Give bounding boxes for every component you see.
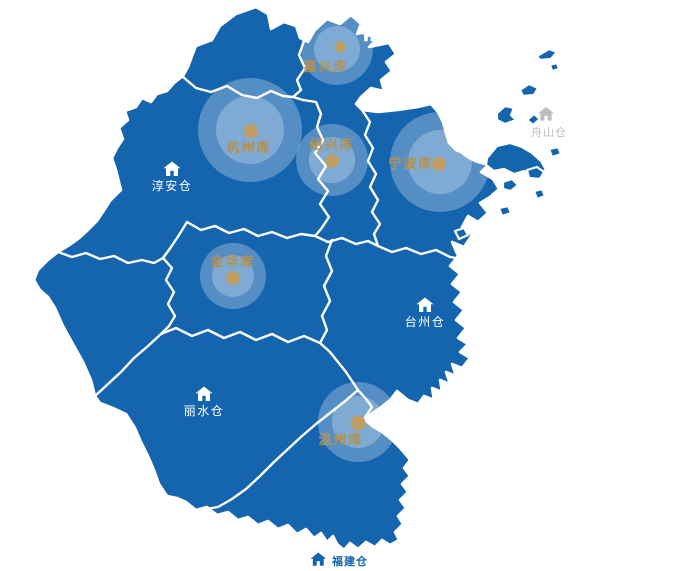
island <box>501 177 520 193</box>
island <box>548 61 561 73</box>
store-marker-ningbo[interactable]: 宁波库 <box>388 156 446 172</box>
store-label: 温州库 <box>318 432 363 448</box>
dot-marker-icon <box>350 415 366 431</box>
store-marker-jiaxing[interactable]: 嘉兴库 <box>302 41 348 76</box>
store-label: 杭州库 <box>226 140 271 156</box>
dot-marker-icon <box>325 154 339 168</box>
islands <box>453 47 563 241</box>
island <box>453 226 470 241</box>
island <box>497 204 513 218</box>
depot-marker-taizhou[interactable]: 台州仓 <box>405 297 446 330</box>
store-marker-jinhua[interactable]: 金华库 <box>209 254 255 285</box>
depot-markers: 淳安仓 舟山仓 台州仓 丽水仓 福建仓 <box>152 107 567 569</box>
depot-marker-zhoushan[interactable]: 舟山仓 <box>531 107 567 139</box>
house-icon <box>310 552 327 566</box>
depot-marker-chunan[interactable]: 淳安仓 <box>152 161 193 194</box>
store-marker-wenzhou[interactable]: 温州库 <box>318 415 366 449</box>
island <box>535 47 559 62</box>
dot-marker-icon <box>226 271 240 285</box>
depot-label: 丽水仓 <box>184 404 225 418</box>
island <box>495 104 518 126</box>
island <box>525 165 546 181</box>
depot-label: 舟山仓 <box>531 125 567 139</box>
dot-marker-icon <box>334 41 346 53</box>
depot-label: 台州仓 <box>405 314 446 329</box>
internal-borders <box>56 39 458 511</box>
store-marker-shaoxing[interactable]: 绍兴库 <box>309 137 354 168</box>
store-label: 嘉兴库 <box>302 59 348 75</box>
island <box>518 82 540 98</box>
store-marker-hangzhou[interactable]: 杭州库 <box>226 124 271 156</box>
depot-marker-lishui[interactable]: 丽水仓 <box>184 386 225 419</box>
store-label: 宁波库 <box>388 156 433 172</box>
dot-marker-icon <box>244 124 258 138</box>
depot-label: 福建仓 <box>331 554 368 568</box>
store-markers: 嘉兴库 杭州库 绍兴库 宁波库 金华库 温州库 <box>209 41 446 449</box>
island <box>525 112 542 127</box>
island <box>547 145 563 159</box>
dot-marker-icon <box>432 157 446 171</box>
store-label: 金华库 <box>209 254 255 270</box>
depot-label: 淳安仓 <box>152 178 193 193</box>
store-label: 绍兴库 <box>309 137 354 153</box>
island <box>532 187 547 201</box>
depot-marker-fujian[interactable]: 福建仓 <box>310 552 369 569</box>
hangzhou-bay-glow <box>444 66 544 166</box>
